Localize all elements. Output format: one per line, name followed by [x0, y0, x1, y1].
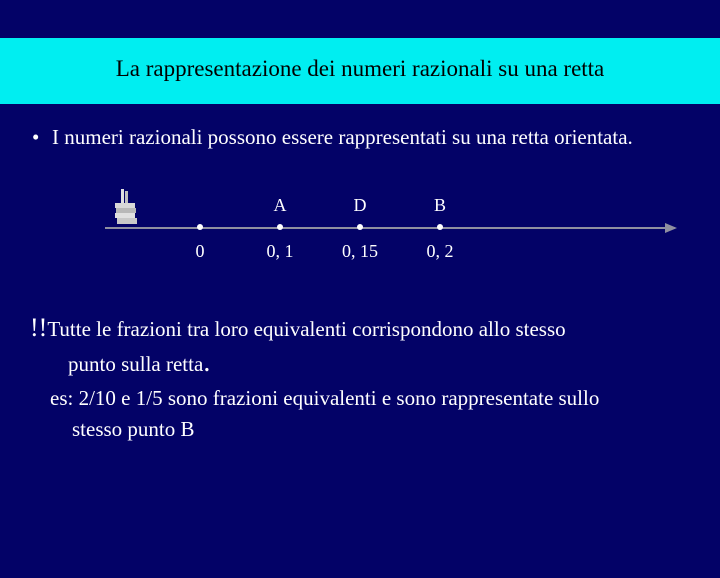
point-label-top: B — [434, 195, 446, 216]
number-line-segment — [105, 227, 675, 229]
conclusion-text-2b: stesso punto B — [50, 414, 690, 444]
point-label-bottom: 0, 15 — [342, 241, 378, 262]
number-line-diagram: 0 A 0, 1 D 0, 15 B 0, 2 — [30, 179, 690, 299]
number-line-point — [357, 224, 363, 230]
conclusion-text-1b: punto sulla retta — [68, 352, 203, 376]
conclusion-block: !!Tutte le frazioni tra loro equivalenti… — [0, 309, 720, 444]
point-label-bottom: 0 — [196, 241, 205, 262]
final-dot: . — [203, 347, 210, 378]
book-stack-icon — [115, 189, 137, 225]
content-area: • I numeri razionali possono essere rapp… — [0, 104, 720, 299]
point-label-bottom: 0, 1 — [267, 241, 294, 262]
conclusion-text-2a: es: 2/10 e 1/5 sono frazioni equivalenti… — [50, 386, 599, 410]
point-label-top: A — [274, 195, 287, 216]
page-title: La rappresentazione dei numeri razionali… — [116, 56, 605, 81]
number-line-point — [197, 224, 203, 230]
arrow-right-icon — [665, 223, 677, 233]
conclusion-line-1: !!Tutte le frazioni tra loro equivalenti… — [30, 309, 690, 379]
number-line — [105, 227, 675, 229]
exclamation-marks: !! — [30, 313, 47, 342]
bullet-item: • I numeri razionali possono essere rapp… — [30, 124, 690, 151]
number-line-point — [437, 224, 443, 230]
point-label-top: D — [354, 195, 367, 216]
bullet-text: I numeri razionali possono essere rappre… — [52, 124, 690, 151]
conclusion-text-1a: Tutte le frazioni tra loro equivalenti c… — [47, 317, 565, 341]
conclusion-line-2: es: 2/10 e 1/5 sono frazioni equivalenti… — [30, 383, 690, 444]
number-line-point — [277, 224, 283, 230]
bullet-marker: • — [30, 124, 52, 151]
title-band: La rappresentazione dei numeri razionali… — [0, 38, 720, 104]
point-label-bottom: 0, 2 — [427, 241, 454, 262]
